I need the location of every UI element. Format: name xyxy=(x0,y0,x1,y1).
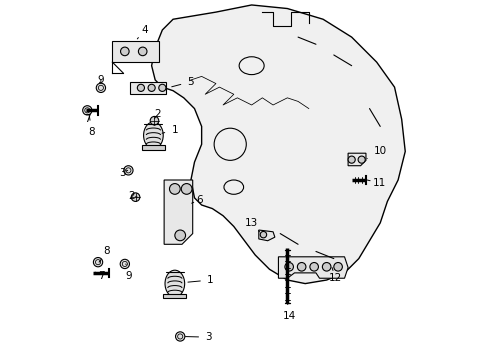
Circle shape xyxy=(181,184,192,194)
Polygon shape xyxy=(347,153,365,166)
Circle shape xyxy=(169,184,180,194)
Text: 10: 10 xyxy=(366,147,386,158)
Polygon shape xyxy=(278,257,347,278)
Circle shape xyxy=(131,193,140,202)
Text: 2: 2 xyxy=(154,109,161,119)
Text: 14: 14 xyxy=(283,302,296,321)
Circle shape xyxy=(322,262,330,271)
Polygon shape xyxy=(164,180,192,244)
Circle shape xyxy=(285,262,293,271)
Text: 3: 3 xyxy=(119,168,127,178)
Text: 7: 7 xyxy=(84,111,90,124)
Text: 4: 4 xyxy=(137,25,147,39)
Circle shape xyxy=(347,156,354,163)
Circle shape xyxy=(120,259,129,269)
Text: 13: 13 xyxy=(244,218,259,232)
Text: 2: 2 xyxy=(128,191,137,201)
Polygon shape xyxy=(151,5,405,284)
Text: 11: 11 xyxy=(366,178,386,188)
Circle shape xyxy=(175,332,184,341)
Text: 8: 8 xyxy=(99,247,110,262)
Circle shape xyxy=(121,47,129,56)
Text: 7: 7 xyxy=(95,271,105,281)
Circle shape xyxy=(137,84,144,91)
Text: 1: 1 xyxy=(187,275,213,285)
FancyBboxPatch shape xyxy=(142,145,164,150)
Text: 1: 1 xyxy=(162,125,178,135)
Circle shape xyxy=(159,84,165,91)
Circle shape xyxy=(297,262,305,271)
Text: 8: 8 xyxy=(88,114,95,137)
Circle shape xyxy=(260,231,266,238)
Ellipse shape xyxy=(164,270,184,297)
Circle shape xyxy=(175,230,185,241)
FancyBboxPatch shape xyxy=(130,82,165,94)
FancyBboxPatch shape xyxy=(163,294,186,298)
FancyBboxPatch shape xyxy=(112,41,159,62)
Circle shape xyxy=(357,156,365,163)
Ellipse shape xyxy=(143,122,163,149)
Circle shape xyxy=(148,84,155,91)
Circle shape xyxy=(309,262,318,271)
Circle shape xyxy=(333,262,342,271)
Text: 12: 12 xyxy=(328,267,342,283)
Circle shape xyxy=(96,83,105,93)
Circle shape xyxy=(138,47,147,56)
Circle shape xyxy=(82,106,92,115)
Polygon shape xyxy=(258,230,274,241)
Circle shape xyxy=(93,257,102,267)
Circle shape xyxy=(150,116,159,125)
Text: 5: 5 xyxy=(171,77,194,87)
Text: 9: 9 xyxy=(98,75,104,85)
Circle shape xyxy=(123,166,133,175)
Text: 9: 9 xyxy=(125,264,131,282)
Text: 6: 6 xyxy=(191,195,203,204)
Text: 3: 3 xyxy=(185,332,212,342)
